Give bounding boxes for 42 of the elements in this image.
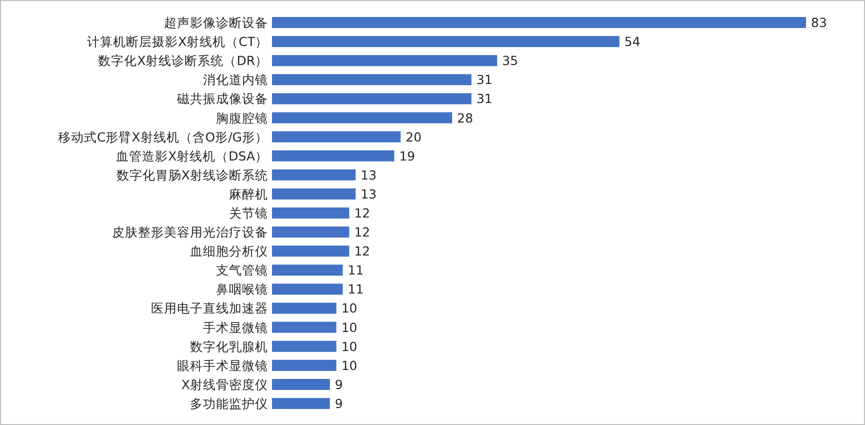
category-label: 血细胞分析仪 [190,244,268,259]
category-label: 移动式C形臂X射线机（含O形/G形） [58,129,268,144]
data-label: 31 [476,72,492,88]
data-label: 12 [354,244,370,259]
category-label: 医用电子直线加速器 [151,300,268,316]
category-label: X射线骨密度仪 [181,376,268,392]
data-label: 54 [624,34,640,50]
category-label: 支气管镜 [216,262,268,278]
category-label: 血管造影X射线机（DSA） [116,148,268,164]
data-label: 20 [406,129,422,144]
category-label: 计算机断层摄影X射线机（CT） [87,34,268,50]
data-label: 31 [476,91,492,106]
category-label: 数字化X射线诊断系统（DR） [98,53,268,68]
data-label: 10 [341,358,358,373]
data-label: 13 [360,167,377,182]
data-label: 83 [811,15,827,30]
data-label: 10 [341,300,358,316]
data-label: 10 [341,338,358,354]
data-label: 11 [348,262,364,278]
category-label: 多功能监护仪 [190,396,268,411]
category-label: 数字化胃肠X射线诊断系统 [116,167,268,182]
data-label: 10 [341,320,358,335]
category-label: 消化道内镜 [203,72,268,88]
data-label: 9 [334,376,343,392]
category-label: 皮肤整形美容用光治疗设备 [112,224,268,240]
data-label: 19 [399,148,416,164]
data-label: 11 [348,282,364,297]
category-label: 关节镜 [229,206,268,220]
category-label: 超声影像诊断设备 [164,15,268,30]
data-label: 12 [354,206,370,220]
category-label: 麻醉机 [229,186,268,202]
category-label: 磁共振成像设备 [177,91,268,106]
category-label: 鼻咽喉镜 [216,282,268,297]
category-label: 胸腹腔镜 [216,110,268,126]
category-label: 数字化乳腺机 [190,338,268,354]
data-label: 12 [354,224,370,240]
data-label: 28 [457,110,474,126]
data-label: 35 [502,53,518,68]
category-label: 眼科手术显微镜 [177,358,268,373]
data-label: 13 [360,186,377,202]
data-label: 9 [334,396,343,411]
category-label: 手术显微镜 [203,320,268,335]
